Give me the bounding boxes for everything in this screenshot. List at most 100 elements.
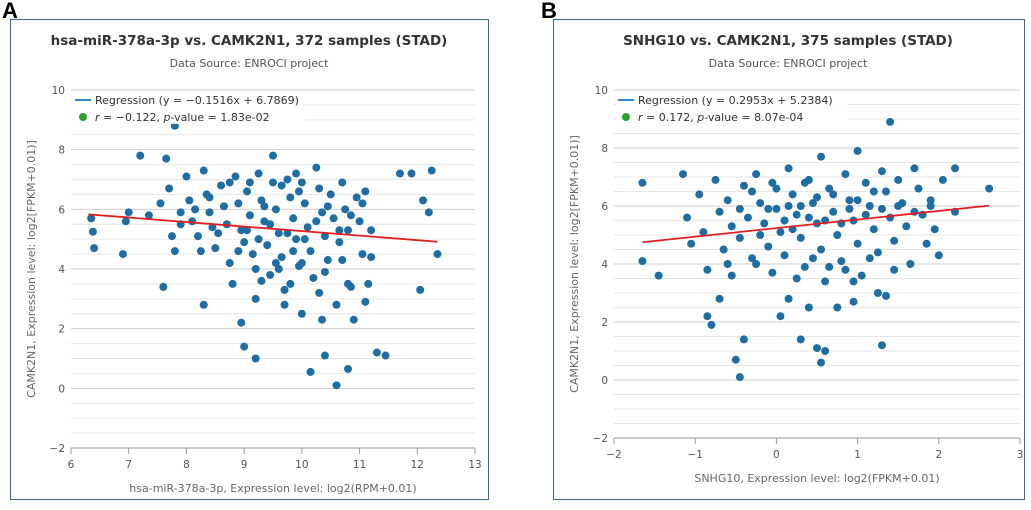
data-point xyxy=(837,257,846,266)
data-point xyxy=(817,152,826,161)
data-point xyxy=(679,170,688,179)
data-point xyxy=(849,297,858,306)
data-point xyxy=(752,170,761,179)
data-point xyxy=(136,151,145,160)
data-point xyxy=(804,213,813,222)
data-point xyxy=(727,222,736,231)
data-point xyxy=(260,202,269,211)
data-point xyxy=(199,166,208,175)
data-point xyxy=(780,251,789,260)
chart-title: SNHG10 vs. CAMK2N1, 375 samples (STAD) xyxy=(623,33,953,49)
y-tick-label: 4 xyxy=(58,264,65,276)
data-point xyxy=(865,254,874,263)
data-point xyxy=(159,282,168,291)
data-point xyxy=(280,285,289,294)
chart-panel-b: SNHG10 vs. CAMK2N1, 375 samples (STAD) Da… xyxy=(553,19,1025,500)
data-point xyxy=(196,247,205,256)
data-point xyxy=(358,250,367,259)
data-point xyxy=(808,254,817,263)
data-point xyxy=(300,235,309,244)
data-point xyxy=(318,315,327,324)
data-point xyxy=(315,184,324,193)
data-point xyxy=(306,247,315,256)
y-tick-label: 10 xyxy=(595,85,608,97)
data-point xyxy=(424,208,433,217)
data-point xyxy=(176,208,185,217)
data-point xyxy=(193,232,202,241)
data-point xyxy=(266,270,275,279)
data-point xyxy=(329,214,338,223)
data-point xyxy=(752,260,761,268)
legend-p-symbol: p xyxy=(162,111,170,124)
data-point xyxy=(303,223,312,232)
data-point xyxy=(225,259,234,268)
y-tick-label: −2 xyxy=(593,433,608,445)
data-point xyxy=(205,208,214,217)
x-tick-label: 1 xyxy=(854,449,861,461)
legend-regression-label: Regression (y = −0.1516x + 6.7869) xyxy=(95,94,299,107)
data-point xyxy=(217,181,226,190)
legend-p-symbol: p xyxy=(696,111,704,124)
data-point xyxy=(266,220,275,229)
data-point xyxy=(735,373,744,382)
gridlines xyxy=(71,89,475,449)
data-point xyxy=(865,202,874,210)
x-tick-label: 10 xyxy=(295,459,308,471)
legend-correlation-dot xyxy=(79,113,87,121)
data-point xyxy=(320,351,329,360)
data-point xyxy=(214,229,223,238)
data-point xyxy=(274,265,283,273)
data-point xyxy=(735,233,744,242)
data-point xyxy=(118,250,127,259)
data-point xyxy=(825,262,834,271)
data-point xyxy=(780,216,789,225)
legend-r-symbol: r xyxy=(95,111,101,124)
data-point xyxy=(205,193,214,202)
data-point xyxy=(361,297,370,306)
data-point xyxy=(707,320,716,329)
data-point xyxy=(289,214,298,223)
data-point xyxy=(144,211,153,220)
data-point xyxy=(191,205,200,214)
data-point xyxy=(326,190,335,199)
data-point xyxy=(88,227,97,236)
data-point xyxy=(808,199,817,208)
data-point xyxy=(240,238,249,247)
y-tick-label: 0 xyxy=(601,375,608,387)
data-point xyxy=(861,178,870,187)
data-point xyxy=(344,279,353,288)
data-point xyxy=(289,247,298,256)
data-point xyxy=(355,217,364,226)
x-tick-label: 6 xyxy=(68,459,75,471)
data-point xyxy=(817,245,826,254)
data-point xyxy=(168,232,176,241)
data-point xyxy=(703,265,712,274)
data-point xyxy=(902,222,911,231)
data-point xyxy=(274,229,283,238)
data-point xyxy=(156,199,165,208)
chart-panel-a: hsa-miR-378a-3p vs. CAMK2N1, 372 samples… xyxy=(10,19,489,500)
data-point xyxy=(280,300,289,309)
data-point xyxy=(784,294,793,303)
data-point xyxy=(332,381,341,390)
data-point xyxy=(286,279,295,288)
data-point xyxy=(237,226,246,235)
data-point xyxy=(257,196,266,205)
data-point xyxy=(886,213,895,222)
data-point xyxy=(845,196,854,205)
data-point xyxy=(297,309,306,318)
data-point xyxy=(695,190,704,199)
data-point xyxy=(344,226,353,235)
data-point xyxy=(796,233,805,242)
data-point xyxy=(199,300,208,309)
data-point xyxy=(358,199,367,208)
data-point xyxy=(306,367,315,376)
data-point xyxy=(372,348,381,357)
data-point xyxy=(756,199,765,208)
x-tick-label: 8 xyxy=(183,459,190,471)
data-point xyxy=(829,207,838,216)
data-point xyxy=(165,184,174,193)
data-point xyxy=(283,175,292,184)
y-tick-label: 6 xyxy=(601,201,608,213)
y-tick-label: 10 xyxy=(52,85,65,97)
